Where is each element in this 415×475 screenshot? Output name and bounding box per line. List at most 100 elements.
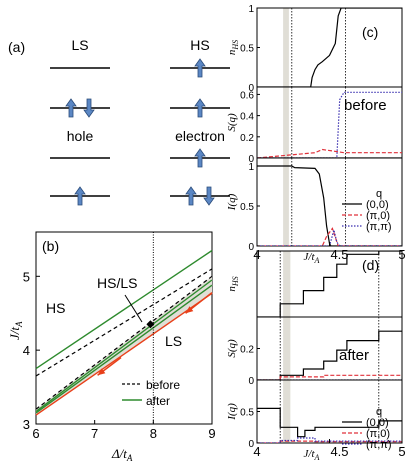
- marker-point: [146, 320, 155, 329]
- spin-up-lower-hole: [74, 186, 86, 206]
- state-label-hole: hole: [67, 128, 94, 144]
- spin-up-lower-ls: [65, 98, 77, 118]
- panel-a-level-diagram: (a) LS HS hole electron: [8, 37, 230, 206]
- series-line-1-2: [257, 91, 402, 158]
- series-line-0-0: [257, 251, 402, 317]
- y-tick-label-2-1: 1: [248, 162, 254, 173]
- legend-entry-0: (0,0): [366, 199, 389, 211]
- panel-b-ylabel: J/tA: [7, 321, 24, 340]
- y-axis-label-1: S(q): [226, 113, 238, 132]
- boundary-line-3: [35, 279, 213, 412]
- y-tick-label-5: 5: [23, 269, 30, 284]
- series-line-1-0: [257, 330, 402, 380]
- y-tick-label-1-0: 0: [248, 376, 254, 387]
- y-tick-label-1-0.2: 0.2: [240, 345, 254, 356]
- annotation-label: after: [339, 347, 369, 364]
- x-tick-label-7: 7: [91, 426, 98, 441]
- series-group-2: [257, 165, 402, 246]
- spin-up-upper-hs: [194, 58, 206, 78]
- spin-up-upper-electron: [194, 148, 206, 168]
- x-axis-label: J/tA: [304, 448, 320, 462]
- subplot-frame-0: [256, 7, 403, 88]
- x-tick-label-9: 9: [208, 426, 215, 441]
- y-axis-label-0: nHS: [226, 40, 240, 55]
- hs-ls-pointer: [124, 294, 143, 323]
- legend-entry-2: (π,π): [366, 221, 392, 233]
- state-label-electron: electron: [175, 128, 225, 144]
- legend-entry-0: (0,0): [366, 417, 389, 429]
- panel-b-phase-diagram: 6 7 8 9 3 4 5 (b) HS HS/LS LS before after Δ/t…: [7, 231, 216, 463]
- region-label-hs-ls: HS/LS: [97, 275, 137, 291]
- panel-a-label: (a): [8, 39, 25, 55]
- subplot-frame-1: [256, 316, 403, 381]
- boundary-line-2: [35, 249, 213, 370]
- y-tick-label-1-0.4: 0.4: [240, 112, 254, 123]
- region-label-hs: HS: [46, 300, 65, 316]
- panel-label: (d): [362, 257, 379, 273]
- annotation-label: before: [344, 97, 387, 114]
- y-tick-label-4: 4: [23, 343, 30, 358]
- y-tick-label-1-0.2: 0.2: [240, 133, 254, 144]
- y-tick-label-1-0: 0: [248, 154, 254, 165]
- series-line-1-1: [257, 374, 402, 380]
- legend-label-after: after: [146, 394, 170, 408]
- legend-entry-2: (π,π): [366, 439, 392, 451]
- series-group-1: [257, 330, 402, 380]
- panel-b-legend: before after: [122, 378, 180, 408]
- y-tick-label-2-0: 0: [248, 439, 254, 450]
- shaded-region: [283, 8, 289, 246]
- y-tick-label-2-0: 0: [248, 242, 254, 253]
- boundary-line-4: [35, 284, 213, 414]
- y-tick-label-2-0.5: 0.5: [240, 408, 254, 419]
- series-line-1-1: [257, 148, 402, 158]
- state-label-hs: HS: [190, 37, 209, 53]
- legend: q(0,0)(π,0)(π,π): [342, 406, 392, 451]
- legend-title: q: [376, 188, 382, 200]
- series-line-0-0: [257, 8, 402, 87]
- y-axis-label-0: nHS: [226, 276, 240, 291]
- boundary-line-1: [35, 275, 213, 410]
- legend: q(0,0)(π,0)(π,π): [342, 188, 392, 233]
- legend-label-before: before: [146, 378, 180, 392]
- spin-down-lower-ls: [83, 98, 95, 118]
- series-line-2-0: [257, 407, 402, 438]
- y-axis-label-2: I(q): [226, 193, 238, 211]
- x-tick-label-6: 6: [32, 426, 39, 441]
- y-axis-label-2: I(q): [226, 403, 238, 421]
- spin-up-lower-hs: [194, 98, 206, 118]
- x-tick-label-4.5: 4.5: [330, 444, 348, 459]
- series-group-0: [257, 8, 402, 87]
- y-tick-label-0-0.5: 0.5: [240, 44, 254, 55]
- spin-up-lower-electron: [185, 186, 197, 206]
- legend-entry-1: (π,0): [366, 210, 390, 222]
- legend-title: q: [376, 406, 382, 418]
- panel-b-label: (b): [42, 238, 59, 254]
- red-arrow-head-0: [185, 306, 194, 314]
- shaded-region: [283, 251, 291, 443]
- x-tick-label-5: 5: [398, 444, 405, 459]
- panel-b-xlabel: Δ/tA: [111, 446, 133, 463]
- series-group-1: [257, 91, 402, 158]
- series-line-2-0: [257, 165, 402, 246]
- y-tick-label-0-1: 1: [248, 4, 254, 15]
- panel-label: (c): [362, 24, 378, 40]
- x-tick-label-8: 8: [150, 426, 157, 441]
- red-arrow-head-1: [97, 368, 106, 376]
- state-label-ls: LS: [71, 37, 88, 53]
- y-tick-label-0-0: 0: [248, 83, 254, 94]
- region-label-ls: LS: [165, 333, 182, 349]
- legend-entry-1: (π,0): [366, 428, 390, 440]
- x-axis-label: J/tA: [304, 251, 320, 265]
- x-tick-label-4: 4: [253, 444, 260, 459]
- boundary-line-5: [35, 292, 213, 416]
- series-line-2-2: [257, 437, 402, 443]
- panel-d-after: nHS 0 0.2S(q) 0 0.5I(q) 4 4.5 5 J/tA (d) after q(0,…: [226, 250, 406, 462]
- boundary-line-0: [35, 268, 213, 377]
- y-axis-label-1: S(q): [226, 339, 238, 358]
- y-tick-label-1-0.6: 0.6: [240, 90, 254, 101]
- x-tick-label-4.5: 4.5: [330, 247, 348, 262]
- y-tick-label-3: 3: [23, 417, 30, 432]
- series-group-0: [257, 251, 402, 317]
